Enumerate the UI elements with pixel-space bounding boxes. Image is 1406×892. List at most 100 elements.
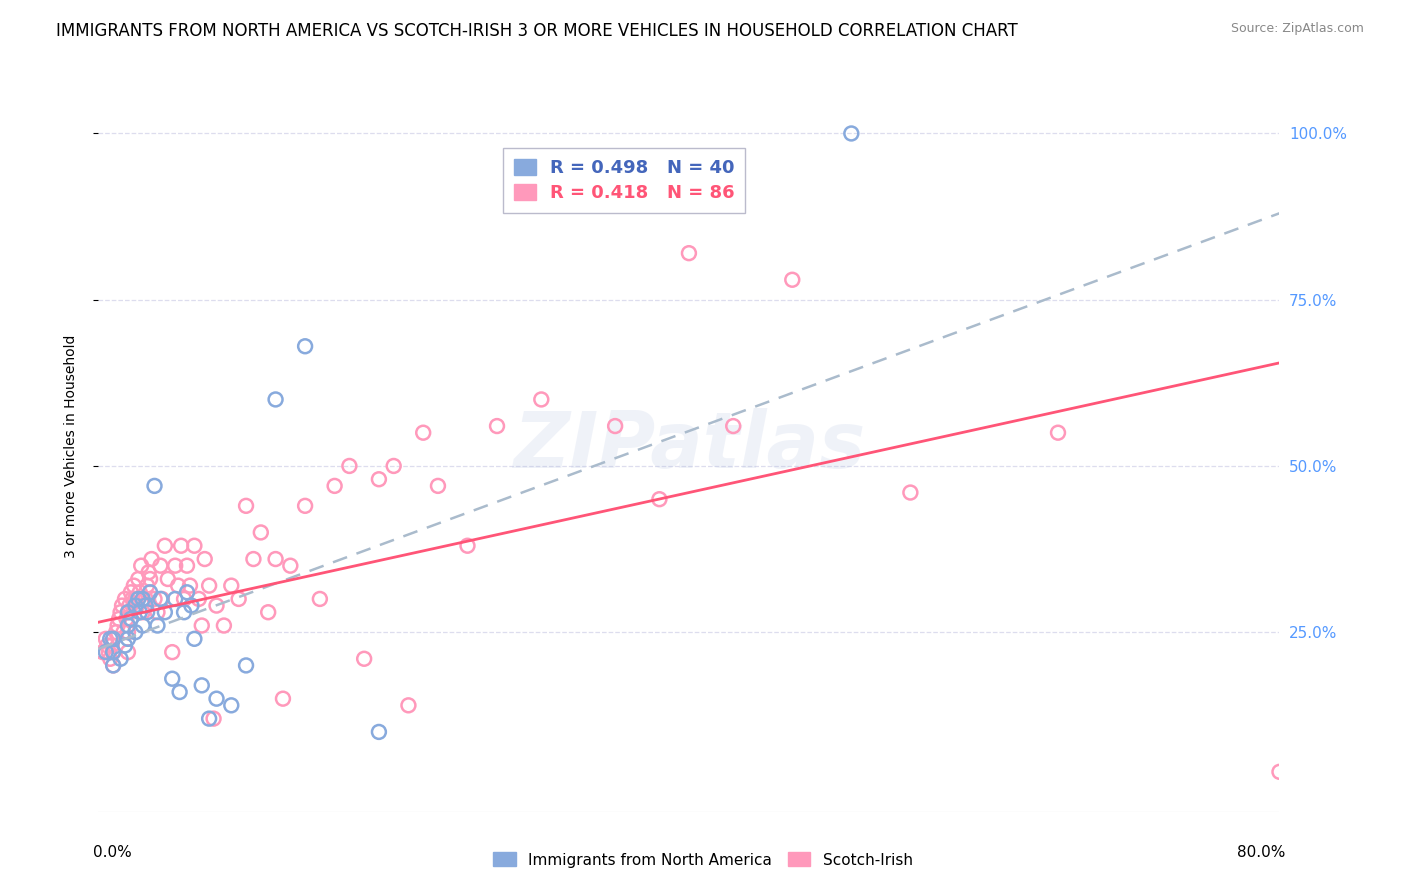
Point — [98, 632, 121, 646]
Point — [191, 678, 214, 692]
Point — [228, 591, 250, 606]
Point — [138, 566, 160, 580]
Point — [180, 599, 202, 613]
Point — [648, 492, 671, 507]
Legend: Immigrants from North America, Scotch-Irish: Immigrants from North America, Scotch-Ir… — [486, 847, 920, 873]
Point — [271, 691, 294, 706]
Point — [120, 585, 142, 599]
Point — [235, 499, 257, 513]
Point — [162, 672, 183, 686]
Point — [103, 645, 125, 659]
Point — [120, 612, 142, 626]
Point — [135, 599, 157, 613]
Point — [427, 479, 450, 493]
Point — [110, 605, 132, 619]
Point — [264, 392, 287, 407]
Point — [782, 273, 804, 287]
Point — [486, 419, 509, 434]
Point — [167, 579, 190, 593]
Point — [105, 625, 128, 640]
Point — [103, 658, 125, 673]
Point — [114, 639, 136, 653]
Point — [205, 599, 228, 613]
Point — [221, 579, 243, 593]
Point — [165, 558, 187, 573]
Point — [122, 579, 145, 593]
Point — [115, 612, 138, 626]
Point — [96, 639, 118, 653]
Point — [165, 591, 187, 606]
Point — [129, 558, 152, 573]
Point — [94, 645, 117, 659]
Point — [187, 591, 209, 606]
Point — [173, 591, 195, 606]
Point — [117, 618, 139, 632]
Point — [94, 632, 117, 646]
Point — [139, 585, 162, 599]
Point — [124, 599, 146, 613]
Point — [191, 618, 214, 632]
Point — [723, 419, 745, 434]
Point — [132, 591, 155, 606]
Point — [339, 458, 361, 473]
Point — [108, 612, 131, 626]
Point — [124, 625, 146, 640]
Point — [323, 479, 346, 493]
Point — [117, 632, 139, 646]
Point — [353, 652, 375, 666]
Point — [141, 552, 163, 566]
Point — [235, 658, 257, 673]
Point — [202, 712, 225, 726]
Point — [117, 605, 139, 619]
Point — [294, 499, 316, 513]
Point — [143, 591, 166, 606]
Point — [128, 605, 150, 619]
Point — [183, 539, 205, 553]
Point — [605, 419, 627, 434]
Point — [173, 605, 195, 619]
Point — [457, 539, 479, 553]
Point — [91, 645, 114, 659]
Text: 0.0%: 0.0% — [93, 845, 131, 860]
Point — [127, 591, 149, 606]
Point — [264, 552, 287, 566]
Point — [382, 458, 405, 473]
Point — [103, 632, 125, 646]
Point — [398, 698, 420, 713]
Point — [412, 425, 434, 440]
Point — [117, 625, 139, 640]
Point — [309, 591, 332, 606]
Point — [900, 485, 922, 500]
Point — [125, 599, 148, 613]
Point — [124, 591, 146, 606]
Point — [1046, 425, 1070, 440]
Point — [98, 652, 121, 666]
Point — [179, 579, 201, 593]
Point — [128, 585, 150, 599]
Point — [678, 246, 700, 260]
Point — [118, 599, 141, 613]
Point — [146, 605, 169, 619]
Point — [212, 618, 235, 632]
Point — [139, 572, 162, 586]
Point — [100, 639, 122, 653]
Point — [97, 645, 120, 659]
Point — [153, 605, 176, 619]
Point — [530, 392, 553, 407]
Point — [103, 632, 125, 646]
Point — [149, 591, 172, 606]
Point — [114, 591, 136, 606]
Point — [149, 558, 172, 573]
Point — [111, 599, 134, 613]
Text: ZIPatlas: ZIPatlas — [513, 408, 865, 484]
Point — [150, 591, 173, 606]
Point — [280, 558, 302, 573]
Point — [156, 572, 179, 586]
Point — [1268, 764, 1291, 779]
Point — [132, 618, 155, 632]
Point — [194, 552, 217, 566]
Point — [257, 605, 280, 619]
Point — [162, 645, 183, 659]
Point — [110, 652, 132, 666]
Point — [205, 691, 228, 706]
